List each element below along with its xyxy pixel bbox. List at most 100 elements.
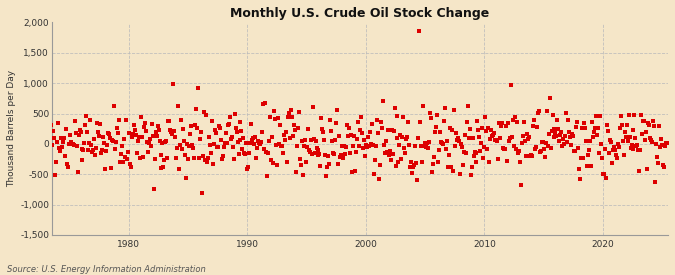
Point (550, 131, 561, 136)
Point (55, 136, 66, 140)
Point (523, 134, 534, 139)
Point (623, 112, 634, 117)
Point (638, 119, 649, 123)
Point (190, 106, 201, 111)
Point (469, 150, 480, 154)
Point (244, 151, 254, 156)
Point (53, 146, 64, 150)
Point (294, 157, 305, 161)
Point (254, 141, 265, 145)
Point (549, 127, 560, 132)
Point (344, 126, 354, 130)
Point (510, 115, 520, 120)
Point (653, 160, 664, 165)
Point (518, 134, 529, 138)
Point (86, 143, 97, 147)
Point (487, 134, 497, 138)
Point (505, 136, 516, 140)
Point (423, 146, 433, 150)
Point (47, 143, 57, 147)
Point (437, 141, 448, 145)
Point (225, 137, 236, 142)
Point (488, 133, 499, 137)
Point (650, 180, 661, 184)
Point (235, 137, 246, 142)
Point (286, 107, 296, 112)
Point (281, 129, 292, 134)
Point (450, 144, 460, 149)
Point (504, 139, 514, 144)
Point (624, 134, 635, 139)
Point (542, 144, 553, 148)
Point (583, 153, 593, 158)
Point (418, 144, 429, 148)
Point (431, 125, 441, 129)
Point (249, 142, 260, 146)
Point (226, 135, 237, 139)
Point (296, 163, 306, 167)
Point (456, 145, 467, 150)
Point (332, 107, 343, 112)
Point (188, 145, 198, 150)
Point (405, 165, 416, 170)
Point (352, 120, 363, 124)
Point (406, 160, 416, 164)
Point (358, 138, 369, 143)
Point (589, 125, 600, 130)
Point (303, 148, 314, 153)
Point (232, 140, 243, 144)
Point (499, 147, 510, 151)
Point (403, 120, 414, 125)
Point (343, 134, 354, 139)
Point (318, 130, 329, 134)
Point (620, 135, 631, 139)
Point (325, 117, 335, 122)
Point (149, 157, 160, 161)
Point (132, 139, 143, 143)
Point (153, 128, 164, 133)
Point (202, 155, 213, 160)
Point (166, 129, 177, 134)
Point (310, 139, 321, 143)
Point (213, 124, 224, 128)
Point (424, 140, 435, 144)
Point (275, 144, 286, 148)
Point (501, 124, 512, 129)
Point (520, 153, 531, 158)
Point (429, 129, 440, 134)
Point (181, 176, 192, 180)
Point (604, 138, 615, 143)
Point (321, 174, 332, 178)
Point (115, 160, 126, 164)
Point (400, 151, 411, 156)
Point (256, 130, 267, 134)
Point (573, 146, 584, 150)
Point (66, 142, 77, 146)
Point (273, 116, 284, 120)
Point (572, 119, 583, 124)
Point (65, 140, 76, 144)
Point (397, 135, 408, 139)
Point (329, 152, 340, 156)
Point (189, 156, 200, 160)
Point (80, 123, 91, 127)
Point (621, 123, 632, 128)
Point (378, 143, 389, 147)
Point (267, 134, 277, 139)
Point (55, 148, 65, 153)
Point (636, 112, 647, 117)
Point (605, 140, 616, 144)
Point (304, 150, 315, 154)
Point (506, 83, 516, 87)
Point (439, 106, 450, 110)
Point (314, 152, 325, 156)
Point (508, 118, 518, 123)
Point (45, 43, 55, 47)
Point (165, 128, 176, 132)
Point (388, 129, 399, 134)
Point (538, 147, 549, 151)
Point (62, 165, 73, 169)
Point (259, 147, 269, 152)
Point (123, 150, 134, 154)
Point (416, 144, 427, 148)
